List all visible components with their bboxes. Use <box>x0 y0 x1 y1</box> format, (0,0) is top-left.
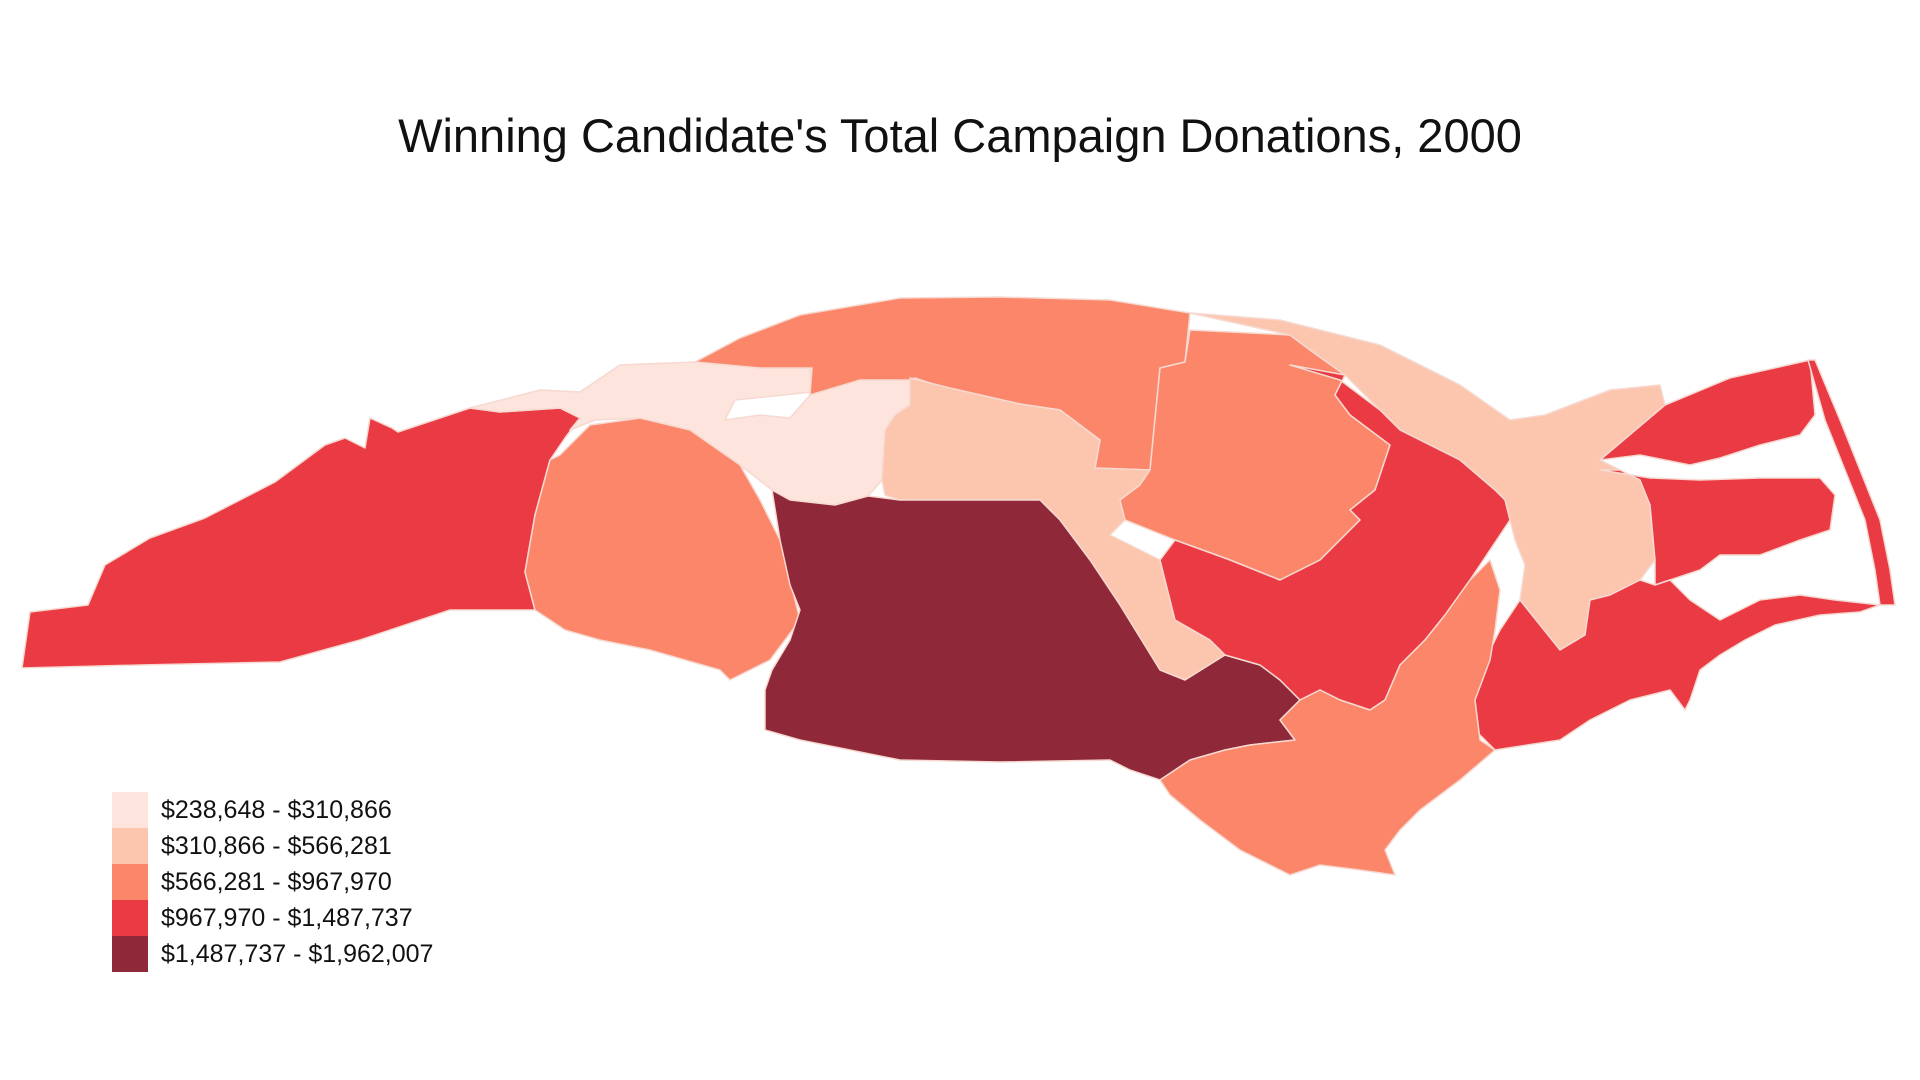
legend-swatch <box>112 864 148 900</box>
district-northeast[interactable] <box>1599 359 1816 466</box>
legend-item: $238,648 - $310,866 <box>112 792 433 828</box>
district-south-coast[interactable] <box>1159 559 1501 876</box>
legend-label: $967,970 - $1,487,737 <box>161 903 413 932</box>
map-title: Winning Candidate's Total Campaign Donat… <box>398 109 1522 162</box>
district-east-coast[interactable] <box>1599 469 1836 586</box>
district-west-central[interactable] <box>524 417 801 681</box>
legend-item: $1,487,737 - $1,962,007 <box>112 936 433 972</box>
district-east-central[interactable] <box>1159 364 1511 711</box>
legend-label: $310,866 - $566,281 <box>161 831 392 860</box>
legend-item: $967,970 - $1,487,737 <box>112 900 433 936</box>
legend-swatch <box>112 828 148 864</box>
legend-swatch <box>112 792 148 828</box>
district-west[interactable] <box>21 407 581 669</box>
district-southeast[interactable] <box>1469 579 1881 751</box>
legend-item: $566,281 - $967,970 <box>112 864 433 900</box>
outer-banks <box>1807 359 1896 606</box>
legend-item: $310,866 - $566,281 <box>112 828 433 864</box>
legend-label: $566,281 - $967,970 <box>161 867 392 896</box>
legend-label: $238,648 - $310,866 <box>161 795 392 824</box>
legend-swatch <box>112 900 148 936</box>
legend-label: $1,487,737 - $1,962,007 <box>161 939 434 968</box>
legend-swatch <box>112 936 148 972</box>
legend: $238,648 - $310,866 $310,866 - $566,281 … <box>112 792 433 972</box>
